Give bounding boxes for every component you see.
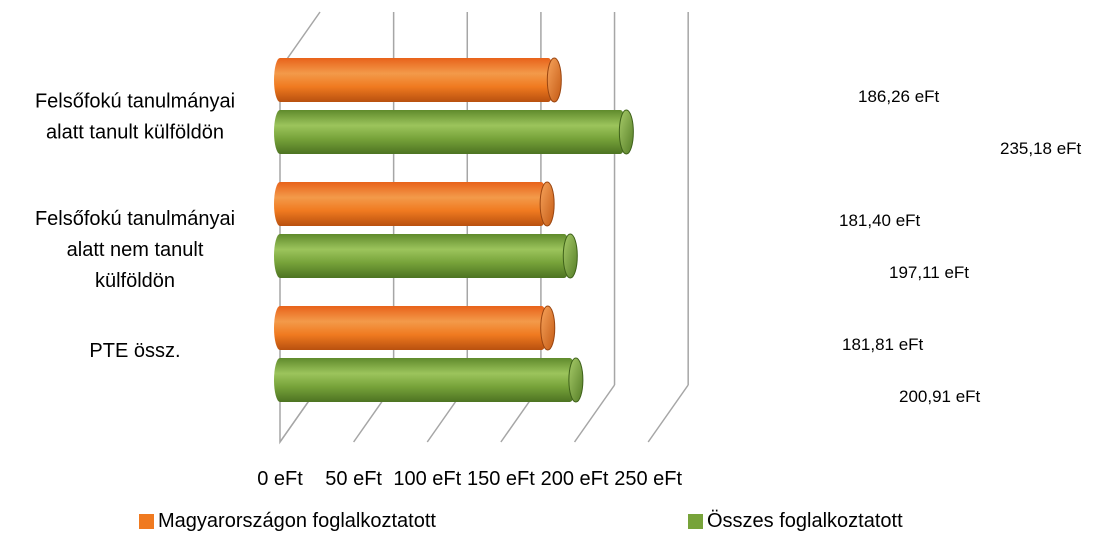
x-axis-tick-labels: 0 eFt 50 eFt 100 eFt 150 eFt 200 eFt 250 eFt xyxy=(257,468,682,490)
data-label-0-2: 181,81 eFt xyxy=(842,335,924,354)
category-label-2: PTE össz. xyxy=(89,340,180,362)
bar-cap-0-1 xyxy=(539,181,555,227)
bar-1-1 xyxy=(274,234,571,278)
bar-cap-0-0 xyxy=(546,57,562,103)
data-label-1-0: 235,18 eFt xyxy=(1000,139,1082,158)
category-label-0: Felsőfokú tanulmányai alatt tanult külföl… xyxy=(35,91,235,144)
x-tick-label-2: 100 eFt xyxy=(393,468,461,490)
x-tick-label-0: 0 eFt xyxy=(257,468,303,490)
legend-swatch-green xyxy=(688,513,703,529)
floor-line-200 xyxy=(573,384,616,443)
x-tick-label-4: 200 eFt xyxy=(541,468,609,490)
bar-cap-0-2 xyxy=(540,305,556,351)
x-tick-label-1: 50 eFt xyxy=(325,468,382,490)
bar-cap-1-1 xyxy=(562,233,578,279)
bar-0-2 xyxy=(274,306,548,350)
legend-label-0: Magyarországon foglalkoztatott xyxy=(158,509,436,532)
category-label-1: Felsőfokú tanulmányai alatt nem tanult kül… xyxy=(35,208,235,292)
legend-item-0: Magyarországon foglalkoztatott xyxy=(139,506,436,536)
data-label-0-0: 186,26 eFt xyxy=(858,87,940,106)
floor-line-250 xyxy=(647,384,689,443)
bar-1-2 xyxy=(274,358,576,402)
bar-cap-1-0 xyxy=(618,109,634,155)
legend-label-1: Összes foglalkoztatott xyxy=(707,509,903,532)
category-labels: Felsőfokú tanulmányai alatt tanult külföl… xyxy=(35,91,235,363)
data-label-0-1: 181,40 eFt xyxy=(839,211,921,230)
data-label-1-1: 197,11 eFt xyxy=(889,263,969,282)
data-label-1-2: 200,91 eFt xyxy=(899,387,981,406)
bar-0-1 xyxy=(274,182,548,226)
legend-item-1: Összes foglalkoztatott xyxy=(688,506,903,536)
data-labels: 186,26 eFt 235,18 eFt 181,40 eFt 197,11 eFt… xyxy=(839,87,1082,406)
legend-swatch-orange xyxy=(139,513,154,529)
bar-1-0 xyxy=(274,110,627,154)
bar-0-0 xyxy=(274,58,555,102)
bars xyxy=(274,57,634,403)
bar-cap-1-2 xyxy=(568,357,584,403)
x-tick-label-3: 150 eFt xyxy=(467,468,535,490)
x-tick-label-5: 250 eFt xyxy=(614,468,682,490)
